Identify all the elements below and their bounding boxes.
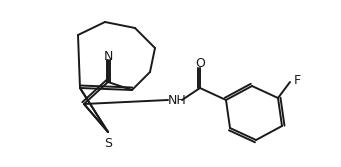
Text: F: F — [294, 73, 301, 87]
Text: N: N — [103, 49, 113, 62]
Text: O: O — [195, 56, 205, 69]
Text: NH: NH — [168, 94, 187, 107]
Text: S: S — [104, 137, 112, 150]
